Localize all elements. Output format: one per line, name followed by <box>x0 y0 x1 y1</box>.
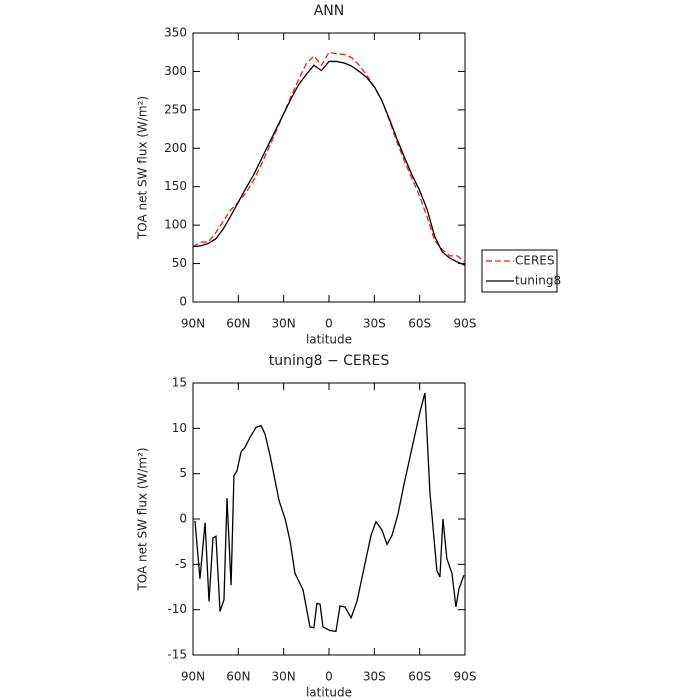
plot-frame <box>192 32 466 303</box>
y-tick-label: -15 <box>167 648 187 662</box>
x-tick-label: 30S <box>363 670 386 684</box>
y-tick-label: 100 <box>164 218 187 232</box>
x-axis-label: latitude <box>306 686 352 700</box>
chart-title: ANN <box>314 3 345 19</box>
x-tick-label: 30N <box>272 317 296 331</box>
x-tick-label: 60N <box>226 317 250 331</box>
y-tick-label: 0 <box>179 295 187 309</box>
plot-frame <box>192 382 466 656</box>
y-axis-label: TOA net SW flux (W/m²) <box>136 447 150 591</box>
y-tick-label: 15 <box>172 376 187 390</box>
y-tick-label: -10 <box>167 602 187 616</box>
x-tick-label: 90S <box>454 670 477 684</box>
x-tick-label: 90N <box>181 670 205 684</box>
y-tick-label: 0 <box>179 512 187 526</box>
y-tick-label: 5 <box>179 466 187 480</box>
y-tick-label: 300 <box>164 64 187 78</box>
chart-title: tuning8 − CERES <box>269 353 390 369</box>
data-line <box>194 392 465 633</box>
y-tick-label: -5 <box>175 557 187 571</box>
x-tick-label: 60S <box>408 317 431 331</box>
y-tick-label: 10 <box>172 421 187 435</box>
x-tick-label: 0 <box>325 317 333 331</box>
x-axis-label: latitude <box>306 333 352 347</box>
y-axis-label: TOA net SW flux (W/m²) <box>136 96 150 240</box>
x-tick-label: 90S <box>454 317 477 331</box>
legend-label: CERES <box>515 254 555 268</box>
x-tick-label: 90N <box>181 317 205 331</box>
y-tick-label: 50 <box>172 256 187 270</box>
x-tick-label: 0 <box>325 670 333 684</box>
legend-box <box>481 249 558 293</box>
x-tick-label: 30N <box>272 670 296 684</box>
y-tick-label: 150 <box>164 179 187 193</box>
y-tick-label: 200 <box>164 141 187 155</box>
y-tick-label: 350 <box>164 26 187 40</box>
x-tick-label: 30S <box>363 317 386 331</box>
legend-label: tuning8 <box>515 274 561 288</box>
y-tick-label: 250 <box>164 102 187 116</box>
x-tick-label: 60S <box>408 670 431 684</box>
x-tick-label: 60N <box>226 670 250 684</box>
data-line <box>192 60 466 266</box>
data-line <box>192 51 466 263</box>
